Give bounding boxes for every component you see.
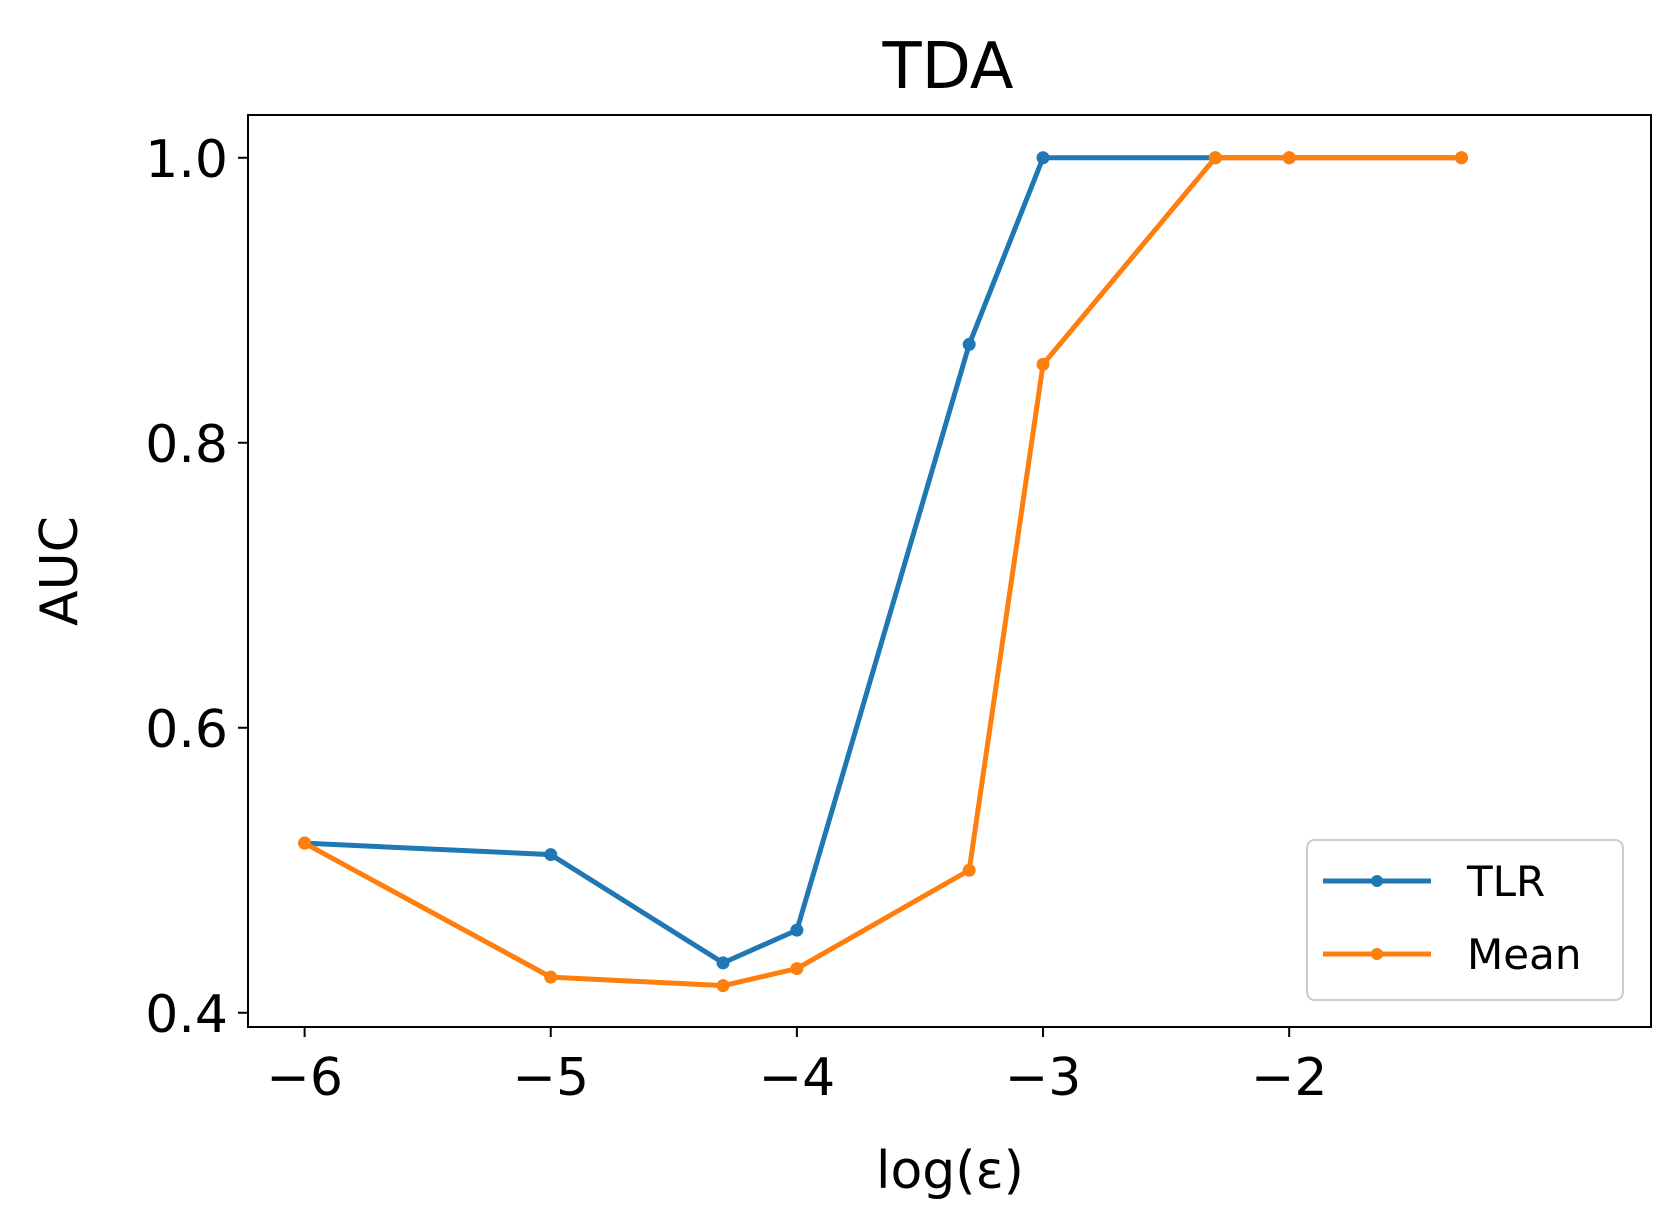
y-tick-label: 0.6 <box>145 700 228 760</box>
data-point-mean <box>1036 357 1050 371</box>
x-tick-label: −5 <box>512 1048 589 1108</box>
series-layer <box>298 151 1468 993</box>
plot-frame <box>247 114 1652 1028</box>
y-tick-label: 0.4 <box>145 985 228 1045</box>
y-axis-ticks: 0.4 0.6 0.8 1.0 <box>145 130 248 1045</box>
data-point-mean <box>962 863 976 877</box>
legend-marker-tlr <box>1371 875 1383 887</box>
y-axis-label: AUC <box>30 516 90 626</box>
legend: TLR Mean <box>1306 839 1624 1001</box>
legend-label-mean: Mean <box>1467 930 1581 979</box>
chart-title: TDA <box>881 30 1013 104</box>
data-point-tlr <box>1036 151 1050 165</box>
y-tick-label: 1.0 <box>145 130 228 190</box>
x-axis-ticks: −6 −5 −4 −3 −2 <box>266 1027 1328 1108</box>
legend-marker-mean <box>1371 948 1383 960</box>
x-tick-label: −4 <box>759 1048 836 1108</box>
data-point-mean <box>544 970 558 984</box>
data-point-tlr <box>962 337 976 351</box>
data-point-mean <box>1282 151 1296 165</box>
data-point-tlr <box>790 923 804 937</box>
data-point-mean <box>790 962 804 976</box>
x-tick-label: −3 <box>1005 1048 1082 1108</box>
data-point-mean <box>1208 151 1222 165</box>
legend-label-tlr: TLR <box>1466 857 1545 906</box>
x-tick-label: −6 <box>266 1048 343 1108</box>
data-point-tlr <box>544 848 558 862</box>
data-point-mean <box>716 979 730 993</box>
data-point-mean <box>298 836 312 850</box>
data-point-mean <box>1454 151 1468 165</box>
x-tick-label: −2 <box>1251 1048 1328 1108</box>
x-axis-label: log(ε) <box>876 1141 1024 1201</box>
data-point-tlr <box>716 956 730 970</box>
y-tick-label: 0.8 <box>145 415 228 475</box>
